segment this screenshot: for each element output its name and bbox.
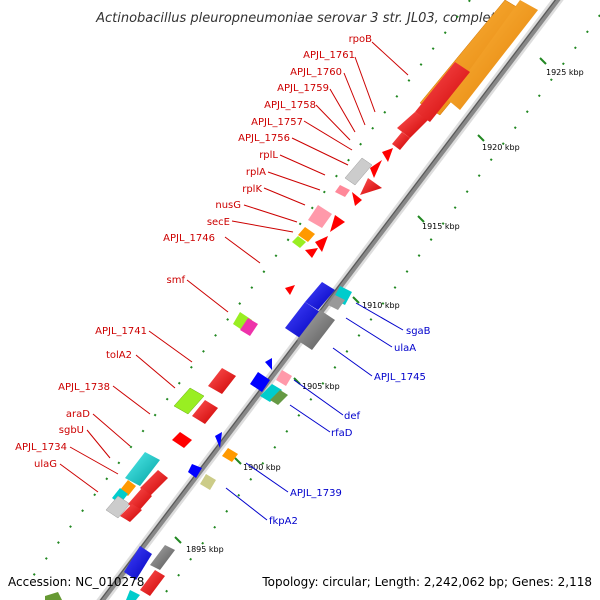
label-rpoB[interactable]: rpoB [349, 34, 373, 45]
gene-cyan-bottom[interactable] [126, 590, 140, 600]
tick-label-1920: 1920 kbp [482, 143, 520, 152]
gene-sgaB-gray[interactable] [328, 295, 345, 310]
label-nusG[interactable]: nusG [215, 200, 241, 211]
gene-def-blue[interactable] [250, 372, 270, 392]
label-APJL_1761[interactable]: APJL_1761 [303, 50, 355, 61]
map-title: Actinobacillus pleuropneumoniae serovar … [95, 11, 508, 26]
label-fkpA2[interactable]: fkpA2 [269, 516, 298, 527]
right-leader-lines [225, 302, 404, 521]
label-ulaG[interactable]: ulaG [34, 459, 57, 470]
label-APJL_1738[interactable]: APJL_1738 [58, 382, 110, 393]
gene-blue-2[interactable] [285, 302, 320, 338]
scale-guide-left [29, 0, 471, 581]
gene-nusG[interactable] [352, 192, 362, 206]
gene-ulaA[interactable] [305, 282, 335, 310]
gene-tolA2[interactable] [173, 387, 205, 415]
left-labels: rpoB APJL_1761 APJL_1760 APJL_1759 APJL_… [15, 34, 372, 470]
tick-label-1895: 1895 kbp [186, 545, 224, 554]
backbone [96, 0, 564, 600]
tick-label-1905: 1905 kbp [302, 382, 340, 391]
right-labels: sgaB ulaA APJL_1745 def rfaD APJL_1739 f… [269, 326, 431, 527]
gene-red-pair[interactable] [315, 236, 328, 252]
label-tolA2[interactable]: tolA2 [106, 350, 132, 361]
accession-text: Accession: NC_010278 [8, 575, 144, 589]
label-APJL_1739[interactable]: APJL_1739 [290, 488, 342, 499]
gene-blue-bottom[interactable] [124, 546, 152, 580]
gene-APJL_1756[interactable] [370, 160, 382, 178]
gene-rplL[interactable] [344, 157, 373, 186]
gene-red-big-1[interactable] [140, 470, 168, 496]
gene-rfaD-green[interactable] [270, 390, 288, 405]
gene-def[interactable] [276, 370, 292, 386]
label-APJL_1760[interactable]: APJL_1760 [290, 67, 342, 78]
gene-APJL_1738[interactable] [192, 400, 218, 424]
label-APJL_1759[interactable]: APJL_1759 [277, 83, 329, 94]
gene-red-small-2[interactable] [305, 248, 318, 258]
label-sgaB[interactable]: sgaB [406, 326, 431, 337]
gene-features [45, 0, 538, 600]
gene-APJL_1739[interactable] [222, 448, 238, 462]
gene-sgbU[interactable] [125, 452, 160, 486]
label-rplK[interactable]: rplK [242, 184, 262, 195]
tick-label-1915: 1915 kbp [422, 222, 460, 231]
gene-green-small[interactable] [292, 236, 306, 248]
gene-APJL_1746-red[interactable] [330, 215, 345, 232]
gene-araD[interactable] [172, 432, 192, 448]
gene-rpoC[interactable] [448, 0, 538, 110]
gene-APJL_1760[interactable] [397, 112, 428, 138]
label-rplL[interactable]: rplL [259, 150, 278, 161]
gene-blue-small[interactable] [265, 358, 272, 370]
label-APJL_1745[interactable]: APJL_1745 [374, 372, 426, 383]
label-APJL_1734[interactable]: APJL_1734 [15, 442, 67, 453]
label-secE[interactable]: secE [207, 217, 230, 228]
scale-ticks: 1925 kbp 1920 kbp 1915 kbp 1910 kbp 1905… [174, 57, 584, 554]
gene-fkpA2-blue[interactable] [188, 464, 202, 478]
gene-smf-pink[interactable] [240, 318, 258, 336]
gene-APJL_1739-blue[interactable] [215, 432, 222, 448]
tick-label-1900: 1900 kbp [243, 463, 281, 472]
label-def[interactable]: def [344, 411, 361, 422]
gene-APJL_1741[interactable] [208, 368, 236, 394]
label-APJL_1746[interactable]: APJL_1746 [163, 233, 215, 244]
gene-orange-small[interactable] [298, 227, 315, 242]
gene-APJL_1757[interactable] [382, 148, 393, 162]
label-APJL_1741[interactable]: APJL_1741 [95, 326, 147, 337]
gene-smf-red[interactable] [285, 285, 295, 295]
gene-rfaD[interactable] [260, 384, 282, 402]
label-sgbU[interactable]: sgbU [59, 425, 84, 436]
gene-APJL_1759[interactable] [392, 132, 410, 150]
gene-rplA[interactable] [360, 178, 382, 195]
tick-label-1910: 1910 kbp [362, 301, 400, 310]
left-leader-lines [59, 41, 409, 493]
label-smf[interactable]: smf [167, 275, 186, 286]
label-araD[interactable]: araD [66, 409, 90, 420]
label-APJL_1756[interactable]: APJL_1756 [238, 133, 290, 144]
gene-APJL_1761[interactable] [415, 62, 470, 122]
gene-green-corner[interactable] [45, 592, 62, 600]
gene-ulaG[interactable] [105, 495, 131, 519]
gene-red-bottom[interactable] [140, 570, 165, 596]
summary-text: Topology: circular; Length: 2,242,062 bp… [261, 575, 592, 589]
label-rplA[interactable]: rplA [246, 167, 266, 178]
gene-fkpA2[interactable] [200, 474, 216, 490]
gene-secE[interactable] [308, 205, 332, 228]
gene-APJL_1745[interactable] [297, 310, 335, 350]
label-ulaA[interactable]: ulaA [394, 343, 416, 354]
gene-rplK[interactable] [335, 185, 350, 197]
label-APJL_1757[interactable]: APJL_1757 [251, 117, 303, 128]
gene-gray-bottom[interactable] [150, 545, 175, 570]
label-APJL_1758[interactable]: APJL_1758 [264, 100, 316, 111]
label-rfaD[interactable]: rfaD [331, 428, 353, 439]
tick-label-1925: 1925 kbp [546, 68, 584, 77]
gene-red-big-3[interactable] [120, 504, 142, 522]
